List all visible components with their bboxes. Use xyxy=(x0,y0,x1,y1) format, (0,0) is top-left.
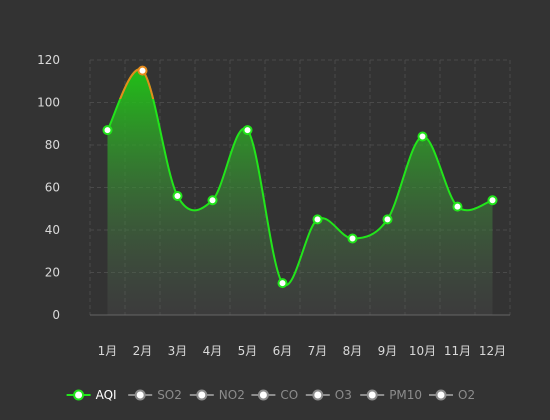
legend-marker xyxy=(134,389,146,401)
y-tick-label: 20 xyxy=(45,266,60,280)
y-tick-label: 120 xyxy=(37,53,60,67)
x-tick-label: 2月 xyxy=(133,344,153,358)
legend-item-o2[interactable]: O2 xyxy=(429,388,475,402)
legend-marker xyxy=(312,389,324,401)
legend-marker xyxy=(257,389,269,401)
x-tick-label: 9月 xyxy=(378,344,398,358)
x-tick-label: 11月 xyxy=(444,344,471,358)
x-tick-label: 1月 xyxy=(98,344,118,358)
legend-label: AQI xyxy=(96,388,117,402)
legend-label: O3 xyxy=(335,388,352,402)
legend-item-o3[interactable]: O3 xyxy=(305,388,352,402)
data-points xyxy=(102,65,498,289)
y-tick-label: 60 xyxy=(45,181,60,195)
legend-item-co[interactable]: CO xyxy=(251,388,298,402)
data-point[interactable] xyxy=(487,195,498,206)
legend: AQI SO2 NO2 CO O3 PM10 O2 xyxy=(66,388,475,402)
legend-label: CO xyxy=(280,388,298,402)
legend-marker xyxy=(366,389,378,401)
legend-item-aqi[interactable]: AQI xyxy=(66,388,117,402)
legend-item-pm10[interactable]: PM10 xyxy=(360,388,422,402)
legend-label: NO2 xyxy=(219,388,245,402)
data-point[interactable] xyxy=(137,65,148,76)
data-point[interactable] xyxy=(102,125,113,136)
aqi-area-fill xyxy=(107,69,493,315)
x-tick-label: 6月 xyxy=(273,344,293,358)
data-point[interactable] xyxy=(417,131,428,142)
legend-item-no2[interactable]: NO2 xyxy=(189,388,245,402)
area-layer xyxy=(106,68,493,315)
data-point[interactable] xyxy=(277,278,288,289)
data-point[interactable] xyxy=(172,191,183,201)
legend-marker xyxy=(196,389,208,401)
x-axis: 1月 2月 3月 4月 5月 6月 7月 8月 9月 10月 11月 12月 xyxy=(90,314,510,358)
legend-label: PM10 xyxy=(389,388,422,402)
y-tick-label: 80 xyxy=(45,138,60,152)
x-tick-label: 3月 xyxy=(168,344,188,358)
data-point[interactable] xyxy=(347,233,358,244)
x-tick-label: 10月 xyxy=(409,344,436,358)
legend-marker xyxy=(435,389,447,401)
y-tick-label: 0 xyxy=(52,308,60,322)
y-tick-label: 40 xyxy=(45,223,60,237)
data-point[interactable] xyxy=(452,201,463,212)
data-point[interactable] xyxy=(312,214,323,225)
data-point[interactable] xyxy=(242,125,253,136)
x-tick-label: 5月 xyxy=(238,344,258,358)
x-tick-label: 8月 xyxy=(343,344,363,358)
y-axis: 0 20 40 60 80 100 120 xyxy=(37,53,60,322)
x-tick-label: 12月 xyxy=(479,344,506,358)
x-tick-label: 7月 xyxy=(308,344,328,358)
legend-label: O2 xyxy=(458,388,475,402)
data-point[interactable] xyxy=(382,214,393,225)
legend-label: SO2 xyxy=(157,388,182,402)
x-tick-label: 4月 xyxy=(203,344,223,358)
y-tick-label: 100 xyxy=(37,96,60,110)
legend-item-so2[interactable]: SO2 xyxy=(128,388,182,402)
data-point[interactable] xyxy=(207,195,218,206)
legend-marker xyxy=(73,389,85,401)
